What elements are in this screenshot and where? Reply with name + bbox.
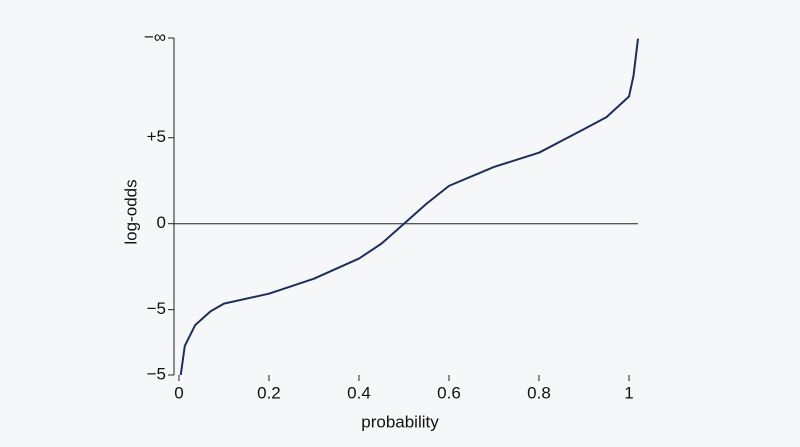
- y-axis-label: log-odds: [121, 179, 140, 244]
- y-tick-label: −∞: [144, 27, 166, 46]
- y-tick-label: −5: [147, 364, 166, 383]
- y-tick-label: −5: [147, 299, 166, 318]
- y-tick-label: +5: [147, 127, 166, 146]
- curve: [179, 38, 639, 376]
- x-tick-label: 0.8: [527, 383, 551, 402]
- x-axis-label: probability: [361, 412, 439, 431]
- x-tick-label: 0.4: [347, 383, 371, 402]
- x-tick-label: 0: [174, 383, 183, 402]
- x-tick-label: 1: [624, 383, 633, 402]
- y-tick-label: 0: [157, 213, 166, 232]
- x-tick-label: 0.6: [437, 383, 461, 402]
- x-tick-label: 0.2: [257, 383, 281, 402]
